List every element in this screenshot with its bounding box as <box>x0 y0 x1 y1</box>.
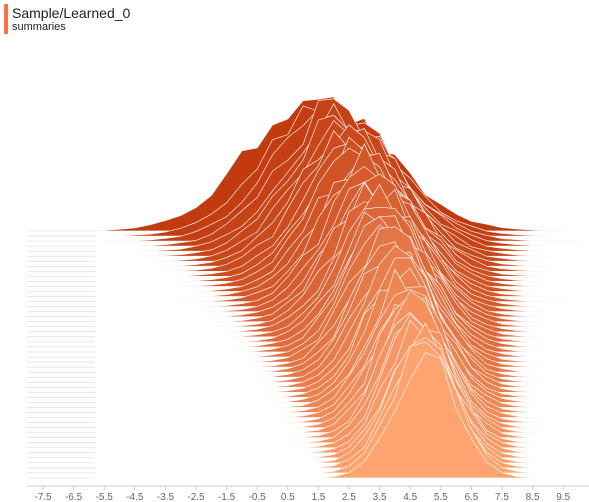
chart-subtitle: summaries <box>12 21 66 33</box>
x-tick-label: 4.5 <box>403 492 417 502</box>
chart-title: Sample/Learned_0 <box>12 5 131 21</box>
x-tick-label: 3.5 <box>373 492 387 502</box>
x-tick-label: 9.5 <box>556 492 570 502</box>
x-tick-label: 1.5 <box>311 492 325 502</box>
header-accent-bar <box>4 4 8 34</box>
x-axis: -7.5 -6.5 -5.5 -4.5 -3.5 -2.5 -1.5 -0.5 0.5 1.5 2.… <box>27 485 589 502</box>
histogram-slice <box>27 180 589 318</box>
x-tick-label: -4.5 <box>126 492 144 502</box>
histogram-slice <box>27 147 589 287</box>
x-tick-label: 0.5 <box>281 492 295 502</box>
x-tick-label: -6.5 <box>65 492 83 502</box>
x-tick-label: 7.5 <box>495 492 509 502</box>
x-tick-label: 6.5 <box>464 492 478 502</box>
x-tick-label: 8.5 <box>526 492 540 502</box>
x-tick-label: 5.5 <box>434 492 448 502</box>
x-tick-label: -0.5 <box>249 492 267 502</box>
x-tick-label: -7.5 <box>34 492 52 502</box>
histogram-slice <box>27 173 589 313</box>
histogram-slice <box>27 155 589 292</box>
histogram-slice <box>27 352 589 479</box>
x-tick-label: -1.5 <box>218 492 236 502</box>
x-tick-label: 2.5 <box>342 492 356 502</box>
x-tick-label: -5.5 <box>96 492 114 502</box>
histogram-ridges <box>27 96 589 479</box>
histogram-slice <box>27 165 589 307</box>
x-tick-label: -2.5 <box>187 492 205 502</box>
x-tick-label: -3.5 <box>157 492 175 502</box>
